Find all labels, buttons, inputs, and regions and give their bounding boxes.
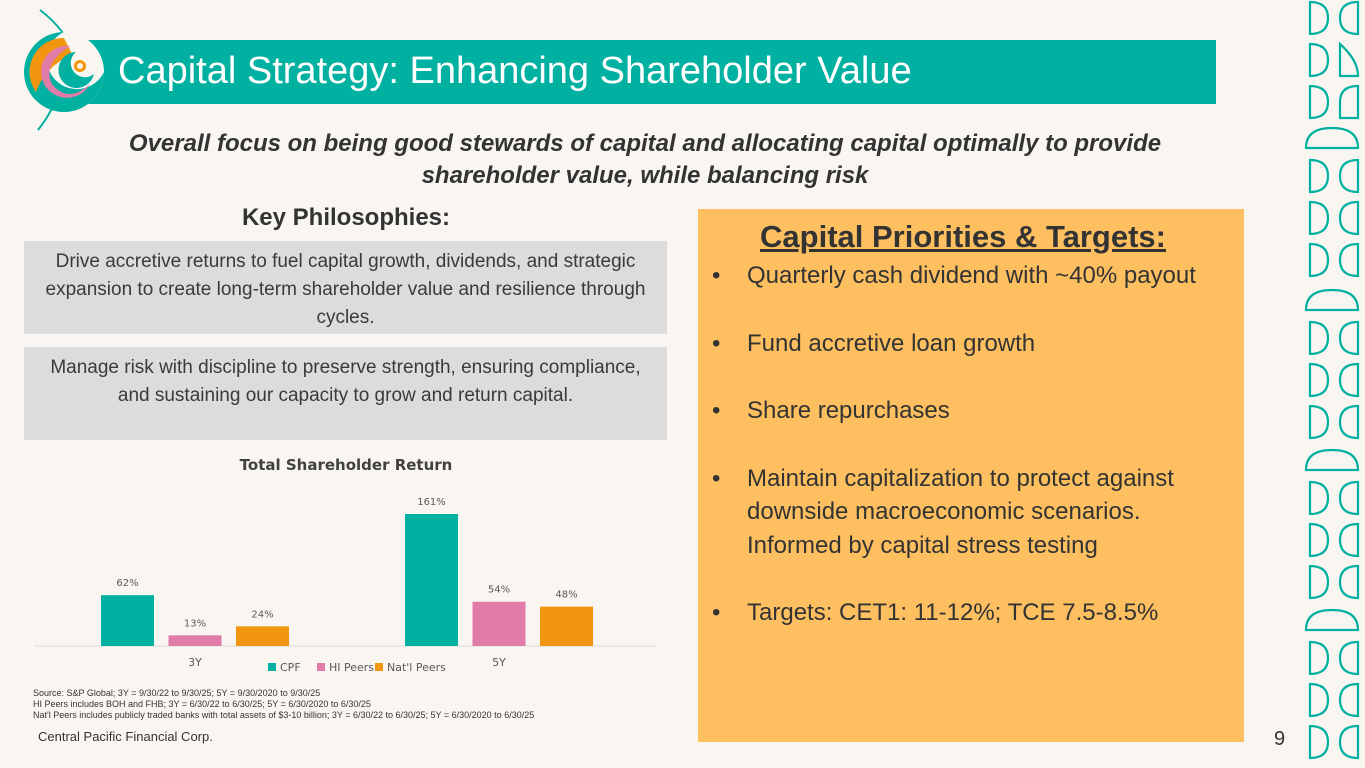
bar-hi-peers-3y: [168, 635, 222, 646]
legend-label: Nat'l Peers: [387, 661, 446, 674]
source-note: Source: S&P Global; 3Y = 9/30/22 to 9/30…: [33, 688, 321, 698]
philosophy-box-returns: Drive accretive returns to fuel capital …: [24, 241, 667, 334]
legend-label: HI Peers: [329, 661, 374, 674]
title-bar: Capital Strategy: Enhancing Shareholder …: [40, 40, 1216, 104]
bullet-icon: •: [712, 397, 721, 424]
bullet-icon: •: [712, 464, 721, 492]
priority-item: • Share repurchases: [712, 394, 1214, 428]
page-title: Capital Strategy: Enhancing Shareholder …: [118, 50, 912, 92]
priority-item: • Fund accretive loan growth: [712, 327, 1214, 361]
bullet-icon: •: [712, 262, 721, 289]
bar-nat-l-peers-3y: [236, 626, 289, 646]
bar-value-label: 48%: [555, 590, 577, 601]
priority-text: Quarterly cash dividend with ~40% payout: [747, 262, 1196, 289]
bar-cpf-3y: [101, 595, 154, 646]
bar-value-label: 13%: [184, 618, 206, 629]
bar-value-label: 54%: [488, 585, 510, 596]
legend-swatch: [317, 663, 325, 671]
bar-nat-l-peers-5y: [540, 606, 593, 646]
priority-text: Maintain capitalization to protect again…: [747, 464, 1174, 559]
source-note: Nat'l Peers includes publicly traded ban…: [33, 710, 535, 720]
legend-label: CPF: [280, 661, 301, 674]
capital-priorities-panel: Capital Priorities & Targets: • Quarterly…: [698, 209, 1244, 742]
source-notes: Source: S&P Global; 3Y = 9/30/22 to 9/30…: [33, 688, 534, 721]
bar-value-label: 62%: [116, 578, 138, 589]
bullet-icon: •: [712, 329, 721, 357]
total-shareholder-return-chart: Total Shareholder Return 62% 13% 24% 161% 54…: [34, 456, 656, 674]
footer-company: Central Pacific Financial Corp.: [38, 729, 213, 744]
subtitle: Overall focus on being good stewards of …: [128, 130, 1162, 189]
bar-value-label: 24%: [251, 609, 273, 620]
bullet-icon: •: [712, 599, 721, 626]
priority-text: Fund accretive loan growth: [747, 329, 1036, 357]
capital-priorities-list: • Quarterly cash dividend with ~40% payou…: [712, 259, 1214, 630]
key-philosophies-heading: Key Philosophies:: [241, 204, 451, 231]
category-label-3y: 3Y: [188, 656, 202, 669]
chart-title: Total Shareholder Return: [240, 456, 453, 474]
bar-hi-peers-5y: [472, 601, 526, 646]
capital-priorities-title: Capital Priorities & Targets:: [760, 219, 1166, 254]
company-logo-icon: [24, 9, 104, 131]
bar-value-label: 161%: [417, 497, 446, 508]
priority-item: • Targets: CET1: 11-12%; TCE 7.5-8.5%: [712, 596, 1214, 630]
priority-item: • Quarterly cash dividend with ~40% payou…: [712, 259, 1214, 293]
legend-swatch: [375, 663, 383, 671]
decorative-arch-pattern: [1304, 0, 1360, 760]
philosophy-box-risk: Manage risk with discipline to preserve …: [24, 347, 667, 440]
source-note: HI Peers includes BOH and FHB; 3Y = 6/30…: [33, 699, 371, 709]
priority-text: Targets: CET1: 11-12%; TCE 7.5-8.5%: [747, 599, 1159, 626]
legend-swatch: [268, 663, 276, 671]
bar-cpf-5y: [405, 514, 458, 646]
category-label-5y: 5Y: [492, 656, 506, 669]
priority-item: • Maintain capitalization to protect agai…: [712, 462, 1214, 563]
priority-text: Share repurchases: [747, 397, 950, 424]
page-number: 9: [1274, 728, 1286, 750]
